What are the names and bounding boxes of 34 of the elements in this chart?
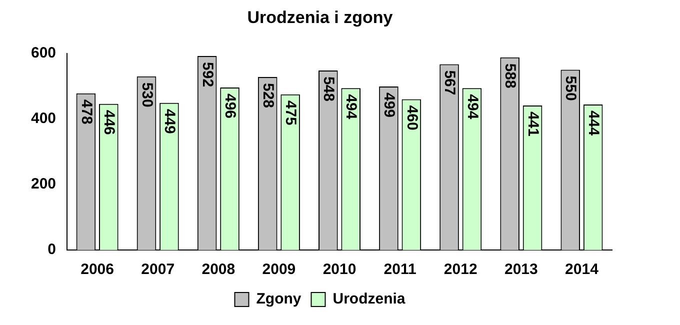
x-tick-label: 2006 [80, 261, 114, 278]
y-tick-label: 0 [48, 241, 56, 258]
data-label: 494 [464, 94, 481, 120]
data-label: 528 [259, 82, 276, 108]
legend-label: Urodzenia [332, 290, 406, 308]
x-tick-label: 2013 [504, 261, 538, 278]
x-tick-label: 2009 [262, 261, 296, 278]
data-label: 475 [282, 100, 300, 126]
data-label: 441 [524, 112, 542, 137]
x-tick-label: 2008 [202, 261, 236, 278]
chart-title: Urodzenia i zgony [247, 8, 394, 27]
x-tick-label: 2012 [444, 261, 478, 278]
data-label: 449 [161, 108, 178, 134]
data-label: 530 [138, 82, 156, 108]
data-label: 478 [78, 99, 95, 124]
y-tick-label: 400 [30, 110, 56, 128]
x-tick-label: 2014 [565, 261, 600, 278]
data-label: 494 [342, 94, 360, 120]
data-label: 550 [562, 76, 580, 101]
x-tick-label: 2011 [384, 261, 416, 278]
data-label: 588 [502, 63, 519, 88]
y-tick-label: 200 [30, 176, 56, 193]
x-tick-label: 2007 [141, 261, 175, 278]
data-label: 499 [380, 92, 398, 118]
data-label: 592 [198, 62, 216, 88]
data-label: 496 [222, 93, 239, 119]
data-label: 446 [100, 110, 118, 135]
data-label: 444 [584, 110, 602, 136]
legend-label: Zgony [256, 290, 302, 308]
x-tick-label: 2010 [322, 261, 356, 278]
data-label: 548 [320, 76, 338, 102]
data-label: 567 [441, 70, 458, 96]
data-label: 460 [403, 105, 420, 130]
y-tick-label: 600 [30, 44, 56, 62]
